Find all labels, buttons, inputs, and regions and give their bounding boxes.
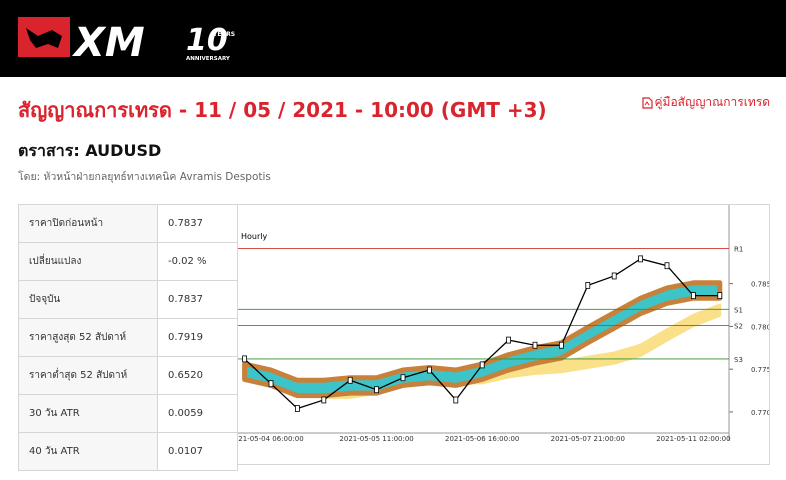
author: โดย: หัวหน้าฝ่ายกลยุทธ์ทางเทคนิค Avramis… <box>18 171 271 183</box>
price-point <box>532 341 538 349</box>
price-point <box>426 366 432 374</box>
price-point <box>585 281 591 289</box>
logo-years: YEARS <box>212 31 235 38</box>
x-tick-label: 2021-05-06 16:00:00 <box>445 435 519 443</box>
pdf-icon <box>641 96 653 109</box>
x-tick-label: 2021-05-07 21:00:00 <box>551 435 625 443</box>
x-tick-label: 2021-05-11 02:00:00 <box>656 435 730 443</box>
row-value: 0.7919 <box>157 318 238 357</box>
price-point <box>479 361 485 369</box>
row-value: 0.7837 <box>157 280 238 319</box>
row-value: -0.02 % <box>157 242 238 281</box>
row-label: 30 วัน ATR <box>18 394 158 433</box>
table-row: ราคาปิดก่อนหน้า 0.7837 <box>18 204 238 243</box>
table-row: ราคาสูงสุด 52 สัปดาห์ 0.7919 <box>18 318 238 357</box>
row-value: 0.0059 <box>157 394 238 433</box>
table-row: ราคาต่ำสุด 52 สัปดาห์ 0.6520 <box>18 356 238 395</box>
row-label: ราคาต่ำสุด 52 สัปดาห์ <box>18 356 158 395</box>
logo-anniversary: ANNIVERSARY <box>186 56 231 62</box>
logo-years-number: 10 <box>186 23 228 58</box>
row-value: 0.0107 <box>157 432 238 471</box>
row-value: 0.7837 <box>157 204 238 243</box>
row-label: เปลี่ยนแปลง <box>18 242 158 281</box>
level-label: R1 <box>734 246 743 254</box>
price-point <box>506 336 512 344</box>
row-label: 40 วัน ATR <box>18 432 158 471</box>
row-label: ปัจจุบัน <box>18 280 158 319</box>
instrument: ตราสาร: AUDUSD <box>18 141 162 160</box>
price-point <box>611 272 617 280</box>
price-point <box>717 292 723 300</box>
price-point <box>295 405 300 412</box>
price-point <box>638 255 644 263</box>
x-tick-label: 21-05-04 06:00:00 <box>238 435 303 443</box>
price-point <box>242 355 247 363</box>
y-tick-label: 0.7850 <box>751 281 769 289</box>
price-point <box>374 386 380 394</box>
price-point <box>453 396 459 404</box>
table-row: เปลี่ยนแปลง -0.02 % <box>18 242 238 281</box>
stats-table: ราคาปิดก่อนหน้า 0.7837 เปลี่ยนแปลง -0.02 % ป… <box>18 204 238 471</box>
level-label: S3 <box>734 356 743 364</box>
price-point <box>400 374 406 382</box>
logo: XM 10 YEARS ANNIVERSARY <box>18 17 235 66</box>
level-label: S1 <box>734 306 743 314</box>
page-title: สัญญาณการเทรด - 11 / 05 / 2021 - 10:00 (… <box>18 98 547 122</box>
price-point <box>321 396 327 404</box>
x-tick-label: 2021-05-05 11:00:00 <box>339 435 413 443</box>
guide-link-text[interactable]: คู่มือสัญญาณการเทรด <box>654 95 771 109</box>
guide-link[interactable]: คู่มือสัญญาณการเทรด <box>641 93 771 112</box>
table-row: 40 วัน ATR 0.0107 <box>18 432 238 471</box>
price-point <box>347 376 353 384</box>
price-point <box>268 380 274 388</box>
row-value: 0.6520 <box>157 356 238 395</box>
row-label: ราคาสูงสุด 52 สัปดาห์ <box>18 318 158 357</box>
level-label: S2 <box>734 323 743 331</box>
header: XM 10 YEARS ANNIVERSARY <box>0 0 786 77</box>
price-point <box>664 262 670 270</box>
logo-bull <box>26 28 62 48</box>
row-label: ราคาปิดก่อนหน้า <box>18 204 158 243</box>
logo-text: XM <box>71 20 145 66</box>
table-row: ปัจจุบัน 0.7837 <box>18 280 238 319</box>
price-point <box>558 341 564 349</box>
price-point <box>690 292 696 300</box>
chart-label: Hourly <box>241 232 267 241</box>
table-row: 30 วัน ATR 0.0059 <box>18 394 238 433</box>
